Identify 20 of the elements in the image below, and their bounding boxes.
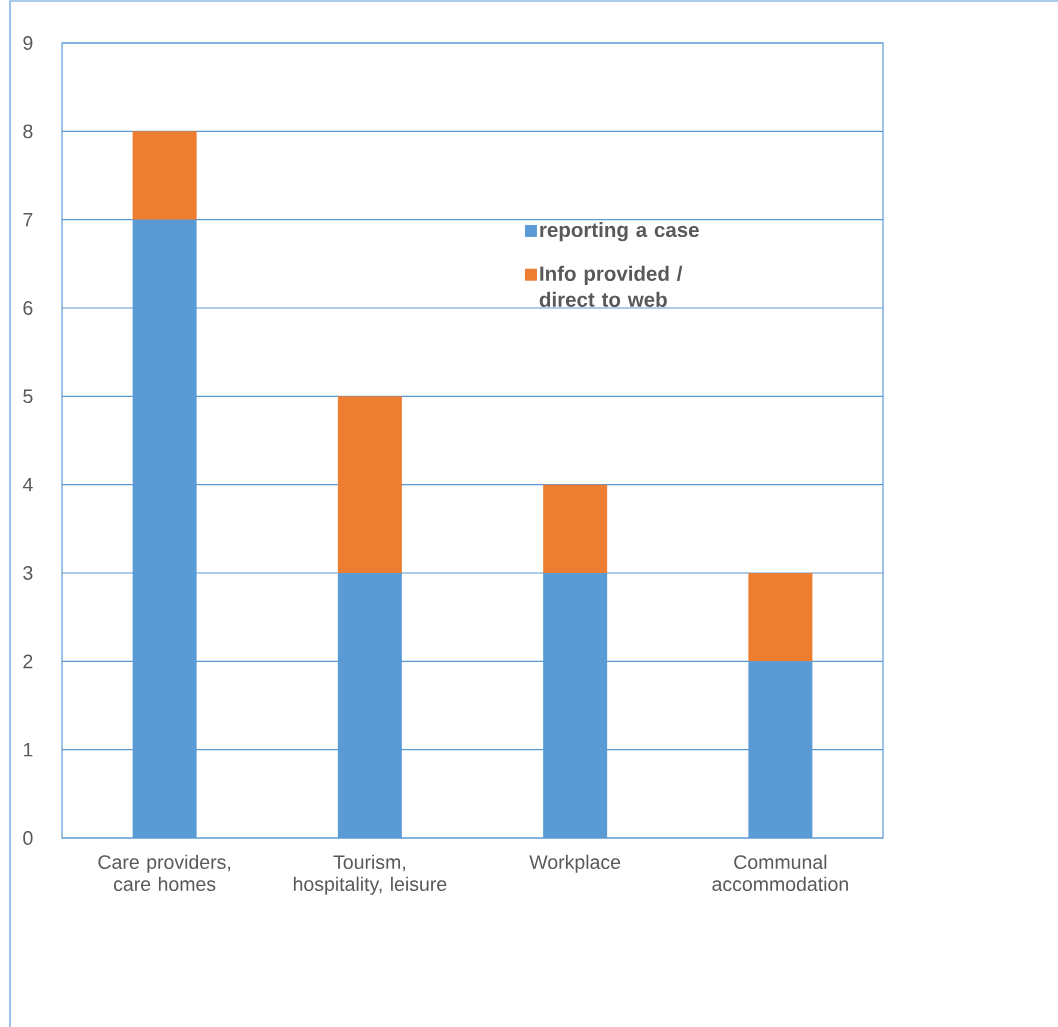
x-tick-label: Communal accommodation — [712, 854, 848, 891]
y-tick-label: 8 — [23, 124, 33, 139]
x-tick-label: Care providers, care homes — [98, 854, 231, 891]
legend-label: reporting a case — [540, 222, 699, 242]
y-tick-label: 9 — [23, 36, 33, 50]
y-tick-label: 1 — [23, 742, 33, 757]
y-tick-label: 0 — [23, 831, 33, 845]
y-tick-label: 4 — [22, 477, 33, 492]
x-tick-label: Tourism, hospitality, leisure — [293, 854, 447, 895]
y-tick-label: 6 — [23, 301, 33, 315]
y-tick-label: 2 — [23, 654, 33, 669]
bar — [337, 396, 402, 573]
y-tick-label: 5 — [23, 389, 33, 404]
x-tick-label: Workplace — [529, 854, 621, 873]
y-tick-label: 7 — [23, 212, 33, 227]
bar — [132, 131, 197, 220]
bar — [748, 572, 813, 662]
legend-label: Info provided / direct to web — [539, 265, 683, 307]
bar — [543, 484, 608, 573]
y-tick-label: 3 — [23, 566, 33, 580]
